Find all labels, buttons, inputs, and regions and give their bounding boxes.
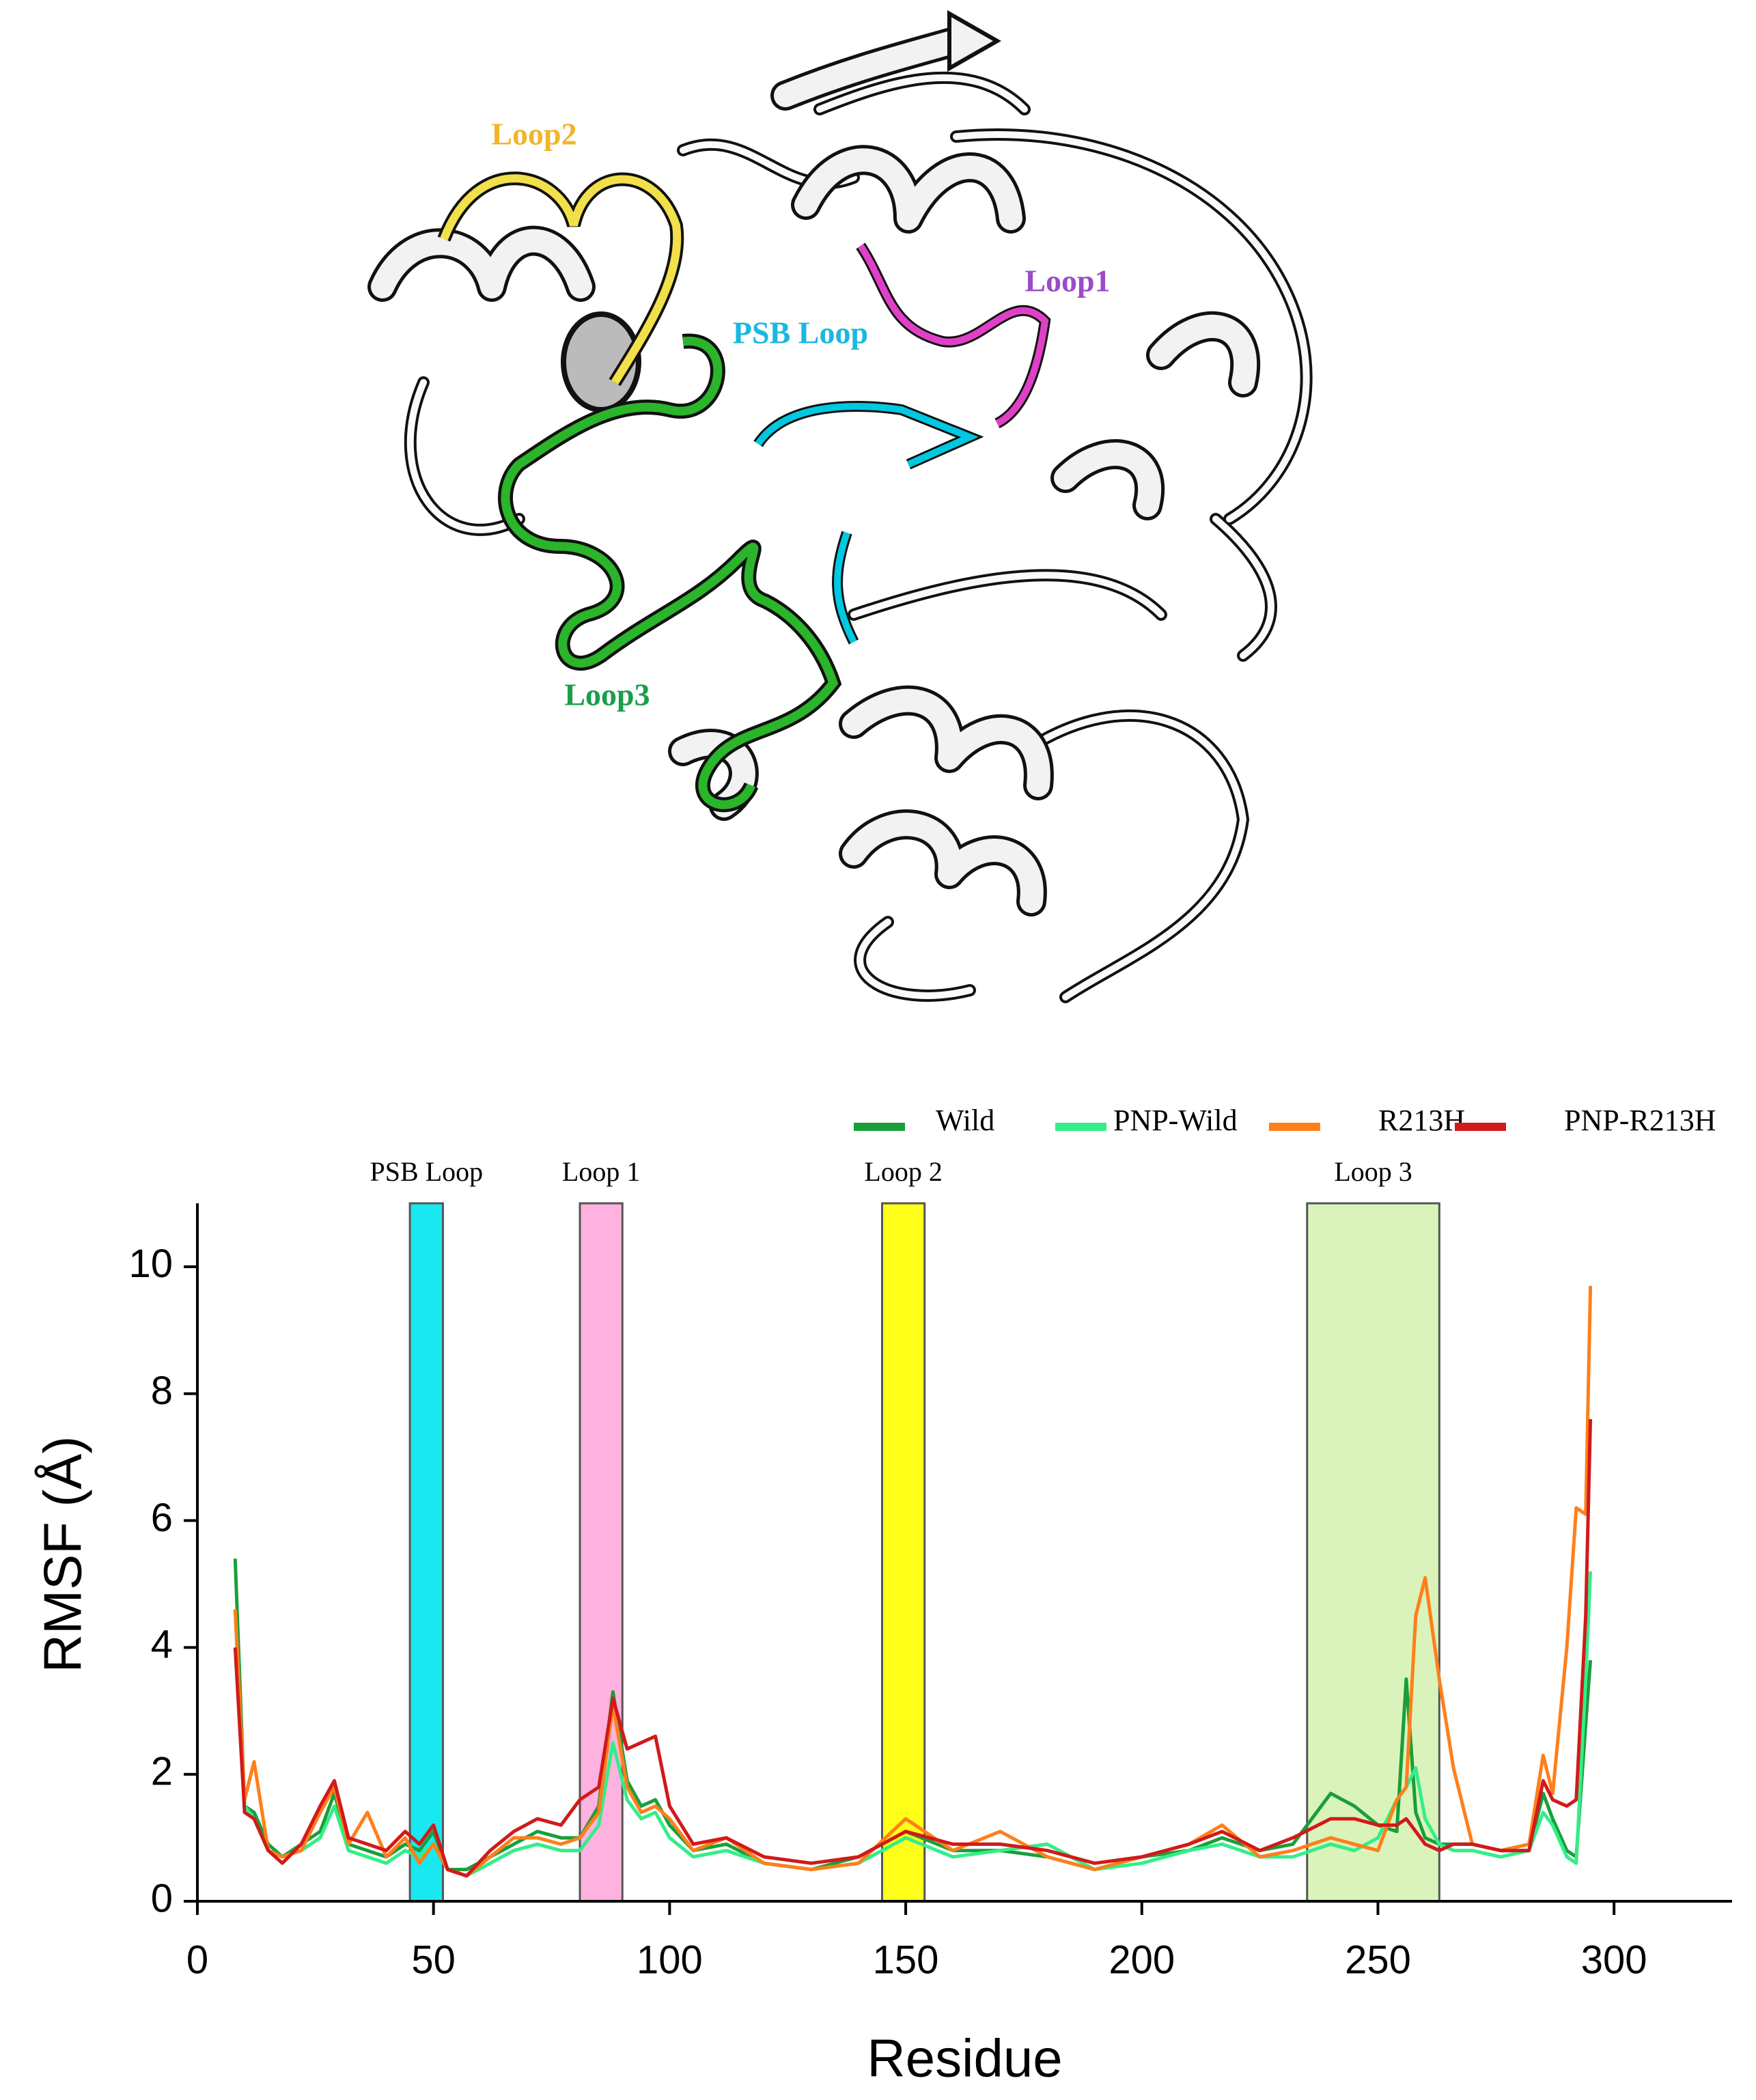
legend-label: PNP-R213H [1564, 1104, 1716, 1137]
x-tick-label: 150 [873, 1937, 939, 1982]
x-tick-label: 300 [1581, 1937, 1647, 1982]
x-tick-label: 100 [637, 1937, 703, 1982]
x-axis-label: Residue [867, 2028, 1062, 2088]
y-tick-label: 8 [151, 1369, 173, 1413]
legend-label: PNP-Wild [1113, 1104, 1238, 1137]
structure-label: Loop1 [1025, 264, 1110, 298]
structure-label: Loop2 [491, 117, 576, 152]
loop-region [408, 1202, 445, 1903]
region-label: Loop 1 [562, 1156, 640, 1187]
y-tick-label: 0 [151, 1876, 173, 1920]
region-label: Loop 3 [1334, 1156, 1412, 1187]
protein-structure: Loop2 Loop1 PSB Loop Loop3 [367, 10, 1313, 1003]
region-label: PSB Loop [370, 1156, 484, 1187]
region-label: Loop 2 [864, 1156, 942, 1187]
structure-label: PSB Loop [733, 316, 868, 350]
x-tick-label: 200 [1109, 1937, 1175, 1982]
legend-label: Wild [936, 1104, 994, 1137]
x-tick-label: 0 [186, 1937, 208, 1982]
series-line [233, 1418, 1593, 1878]
x-tick-label: 250 [1345, 1937, 1411, 1982]
structure-label: Loop3 [564, 677, 650, 712]
y-axis-label: RMSF (Å) [33, 1436, 93, 1673]
y-tick-label: 10 [128, 1242, 173, 1286]
legend-label: R213H [1378, 1104, 1465, 1137]
y-tick-label: 2 [151, 1750, 173, 1794]
y-tick-label: 4 [151, 1623, 173, 1667]
loop-region [881, 1202, 926, 1903]
x-tick-label: 50 [411, 1937, 456, 1982]
y-tick-label: 6 [151, 1496, 173, 1540]
